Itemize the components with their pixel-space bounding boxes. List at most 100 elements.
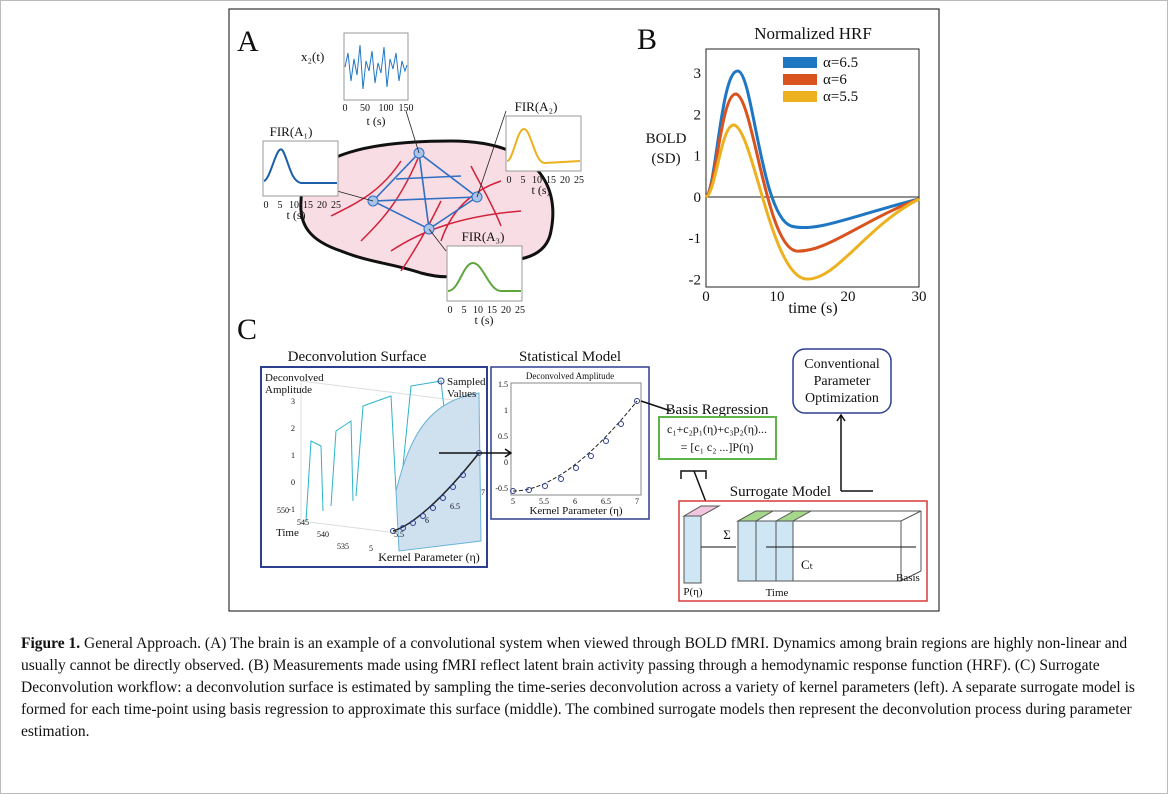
x-tick-label: 100 xyxy=(379,103,394,114)
hrf-curve xyxy=(704,123,920,281)
x-label: t (s) xyxy=(287,208,306,222)
time-tick-label: 540 xyxy=(317,530,329,539)
decoration xyxy=(330,160,402,217)
box-label: Conventional xyxy=(804,357,880,372)
y-tick-label: -1 xyxy=(689,231,702,247)
signal-axes xyxy=(343,32,409,101)
box-title: Surrogate Model xyxy=(730,484,831,500)
sampled-points xyxy=(390,450,482,534)
vessels xyxy=(330,150,522,272)
tensor-label: Time xyxy=(766,587,789,599)
x-tick-label: 10 xyxy=(473,305,483,316)
z-tick-label: 3 xyxy=(291,397,295,406)
y-tick-label: 2 xyxy=(694,107,702,123)
x-tick-label: 5 xyxy=(369,544,373,553)
legend-swatch xyxy=(783,57,817,68)
figure: A x₂(t) 0 50 100 150 t (s) FIR(A₁) t (s)… xyxy=(228,8,940,612)
x-tick-label: 6.5 xyxy=(450,502,460,511)
decoration xyxy=(634,398,640,404)
x-tick-label: 0 xyxy=(264,200,269,211)
y-tick-label: 1 xyxy=(694,149,702,165)
legend-swatch xyxy=(783,91,817,102)
x-tick-label: 5 xyxy=(462,305,467,316)
x-label: t (s) xyxy=(367,114,386,128)
box-title: Statistical Model xyxy=(519,349,621,365)
decoration: 0 50 100 150 xyxy=(343,103,414,114)
z-tick-label: -1 xyxy=(288,505,295,514)
x-tick-label: 10 xyxy=(770,289,785,305)
x-tick-label: 30 xyxy=(912,289,927,305)
legend-marker xyxy=(437,377,445,385)
y-label: BOLD xyxy=(646,131,687,147)
stat-axes xyxy=(510,382,642,496)
decoration: α=6.5α=6α=5.5 xyxy=(783,55,858,105)
z-label: Amplitude xyxy=(265,384,312,396)
decoration xyxy=(542,483,548,489)
x-tick-label: 15 xyxy=(487,305,497,316)
x-label: Kernel Parameter (η) xyxy=(378,550,480,564)
tensor-label: Cₜ xyxy=(801,557,814,572)
decoration xyxy=(573,465,579,471)
x-tick-label: 6 xyxy=(425,516,429,525)
fir-title: FIR(A₁) xyxy=(270,124,313,139)
decoration xyxy=(470,165,502,227)
x-tick-label: 7 xyxy=(635,497,639,506)
hrf-curve xyxy=(704,69,920,230)
decoration xyxy=(588,453,594,459)
y-tick-label: 1.5 xyxy=(498,380,508,389)
sampled-line xyxy=(392,452,480,532)
x-tick-label: 15 xyxy=(546,175,556,186)
x-tick-label: 10 xyxy=(289,200,299,211)
decoration xyxy=(900,570,922,582)
x-label: time (s) xyxy=(788,300,837,317)
decoration xyxy=(737,520,757,582)
fir-curve xyxy=(506,127,581,164)
panel-label: A xyxy=(237,25,259,58)
decoration xyxy=(755,520,777,582)
x-tick-label: 5.5 xyxy=(394,530,404,539)
decoration xyxy=(360,150,422,242)
decoration xyxy=(400,525,406,531)
y-label: x₂(t) xyxy=(301,49,324,64)
decoration xyxy=(420,513,426,519)
sigma: Σ xyxy=(723,527,731,542)
x-label: Kernel Parameter (η) xyxy=(529,505,622,517)
box-title: Deconvolution Surface xyxy=(288,349,427,365)
z-tick-label: 0 xyxy=(291,478,295,487)
y-tick-label: 0 xyxy=(694,190,702,206)
x-tick-label: 20 xyxy=(317,200,327,211)
x-tick-label: 10 xyxy=(532,175,542,186)
decoration xyxy=(792,520,902,582)
fir-curve xyxy=(263,148,337,184)
decoration xyxy=(410,520,416,526)
legend-label: α=5.5 xyxy=(823,89,858,105)
signal-line xyxy=(344,44,408,90)
decoration xyxy=(680,470,707,479)
panel-label: C xyxy=(237,313,257,346)
decoration xyxy=(603,438,609,444)
y-tick-label: -2 xyxy=(689,273,702,289)
surrogate-box xyxy=(678,500,928,602)
x-tick-label: 25 xyxy=(331,200,341,211)
tensor-label: Basis xyxy=(896,572,920,584)
fir-curve xyxy=(447,261,521,292)
x-tick-label: 20 xyxy=(501,305,511,316)
x-tick-label: 0 xyxy=(343,103,348,114)
chart-title: Normalized HRF xyxy=(754,24,872,43)
hrf-curve xyxy=(704,92,920,253)
caption: Figure 1. General Approach. (A) The brai… xyxy=(21,633,1151,743)
z-tick-label: 1 xyxy=(291,451,295,460)
fir-title: FIR(A₂) xyxy=(515,99,558,114)
basis-box xyxy=(658,416,777,460)
x-tick-label: 20 xyxy=(560,175,570,186)
decoration xyxy=(390,210,522,252)
y-tick-label: 0.5 xyxy=(498,432,508,441)
caption-text: General Approach. (A) The brain is an ex… xyxy=(21,635,1135,740)
equation: c₁+c₂p₁(η)+c₃p₂(η)... xyxy=(667,422,767,436)
decoration xyxy=(510,488,516,494)
y-tick-label: 0 xyxy=(504,458,508,467)
hrf-axes xyxy=(705,48,920,288)
decoration xyxy=(430,505,436,511)
decoration xyxy=(775,520,794,582)
